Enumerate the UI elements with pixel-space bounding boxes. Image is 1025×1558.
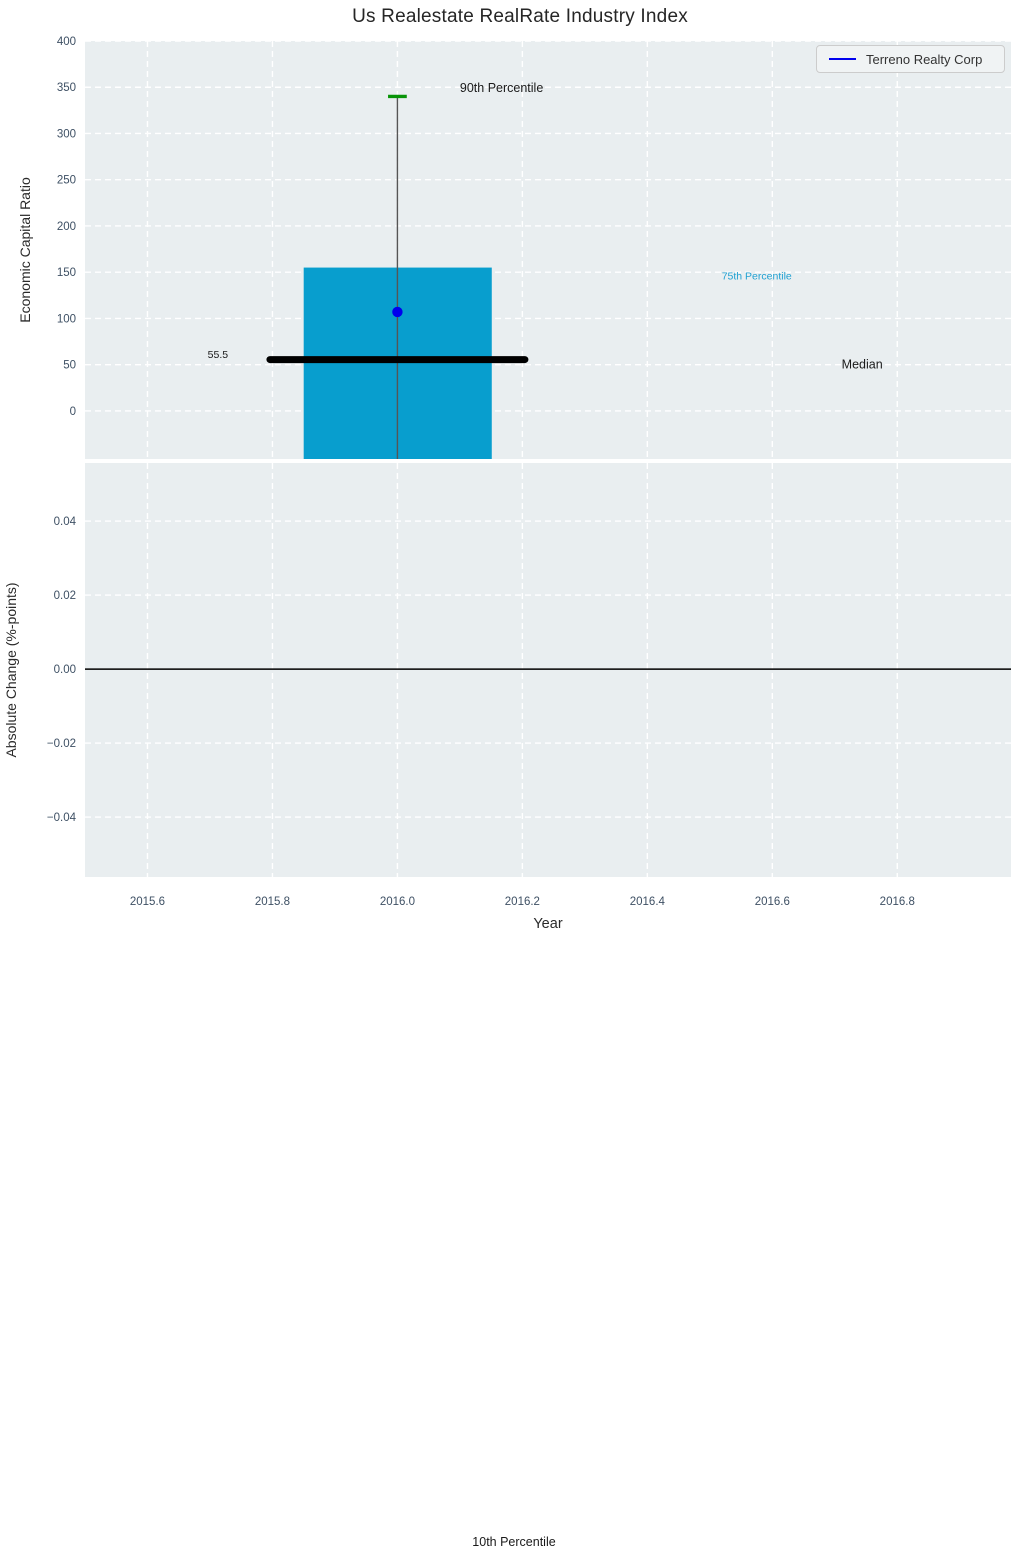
xtick-label: 2016.8 xyxy=(880,896,915,908)
legend-line-sample xyxy=(829,57,856,61)
bottom-plot-background xyxy=(85,463,1011,877)
ytick-label-bottom: 0.04 xyxy=(54,516,77,528)
x-axis-label: Year xyxy=(533,916,562,932)
annotation-text: 90th Percentile xyxy=(460,81,543,95)
ytick-label-top: 150 xyxy=(57,267,76,279)
ytick-label-top: 50 xyxy=(63,360,76,372)
ytick-label-top: 400 xyxy=(57,36,76,48)
ytick-label-top: 350 xyxy=(57,82,76,94)
xtick-label: 2016.0 xyxy=(380,896,415,908)
y-axis-label-top: Economic Capital Ratio xyxy=(17,177,33,323)
y-axis-label-bottom: Absolute Change (%-points) xyxy=(3,582,19,757)
xtick-label: 2015.6 xyxy=(130,896,165,908)
legend: Terreno Realty Corp xyxy=(816,45,1005,73)
value-dot xyxy=(392,306,403,318)
annotation-10th-percentile: 10th Percentile xyxy=(472,1535,555,1549)
ytick-label-top: 100 xyxy=(57,313,76,325)
ytick-label-bottom: −0.04 xyxy=(47,812,77,824)
annotation-text: 55.5 xyxy=(208,349,229,361)
ytick-label-top: 0 xyxy=(70,406,76,418)
legend-label: Terreno Realty Corp xyxy=(866,51,983,67)
xtick-label: 2016.4 xyxy=(630,896,666,908)
xtick-label: 2015.8 xyxy=(255,896,290,908)
xtick-label: 2016.2 xyxy=(505,896,540,908)
xtick-label: 2016.6 xyxy=(755,896,790,908)
chart-title: Us Realestate RealRate Industry Index xyxy=(352,6,688,27)
top-plot-background xyxy=(85,41,1011,459)
ytick-label-top: 250 xyxy=(57,175,76,187)
ytick-label-bottom: 0.00 xyxy=(54,664,76,676)
annotation-text: 75th Percentile xyxy=(722,271,792,283)
ytick-label-bottom: 0.02 xyxy=(54,590,76,602)
ytick-label-top: 300 xyxy=(57,128,76,140)
annotation-text: Median xyxy=(842,357,883,371)
ytick-label-top: 200 xyxy=(57,221,76,233)
ytick-label-bottom: −0.02 xyxy=(47,738,76,750)
